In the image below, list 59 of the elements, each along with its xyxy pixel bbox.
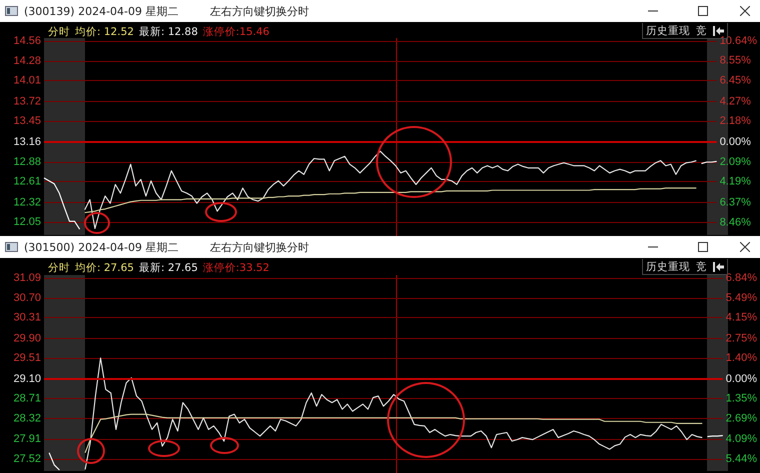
line-series <box>84 358 703 470</box>
y2-tick-label: 2.69% <box>726 412 758 424</box>
y-tick-label: 14.01 <box>13 74 41 87</box>
chart-title: (301500) 2024-04-09 星期二 <box>24 240 178 255</box>
y-tick-label: 13.16 <box>13 136 41 148</box>
y2-tick-label: 2.18% <box>720 115 752 128</box>
y2-tick-label: 10.64% <box>720 34 758 47</box>
y-tick-label: 30.70 <box>13 292 41 304</box>
y-tick-label: 14.28 <box>13 55 41 68</box>
y2-tick-label: 8.46% <box>720 216 752 228</box>
y2-tick-label: 2.75% <box>726 332 758 344</box>
y2-tick-label: 1.40% <box>726 352 758 364</box>
chart-title: (300139) 2024-04-09 星期二 <box>24 4 178 19</box>
y-tick-label: 31.09 <box>13 272 41 284</box>
chart-subtitle: 左右方向键切换分时 <box>210 240 309 255</box>
y-tick-label: 29.90 <box>13 332 41 344</box>
y-tick-label: 13.72 <box>13 96 41 108</box>
y2-tick-label: 4.19% <box>720 176 752 188</box>
y2-tick-label: 0.00% <box>720 136 752 148</box>
y-tick-label: 29.10 <box>13 372 41 385</box>
y-tick-label: 28.71 <box>13 392 41 405</box>
text: 均价: 12.52 <box>75 26 134 38</box>
y2-tick-label: 4.27% <box>720 95 752 108</box>
y2-tick-label: 4.15% <box>726 312 758 324</box>
y-tick-label: 12.61 <box>13 176 41 188</box>
y2-tick-label: 5.49% <box>726 292 758 304</box>
text: 历史重现 <box>646 24 690 38</box>
y2-tick-label: 0.00% <box>726 372 758 385</box>
text: 涨停价:33.52 <box>202 262 270 274</box>
text: 均价: 27.65 <box>75 262 134 274</box>
y-tick-label: 30.31 <box>13 312 41 324</box>
y-tick-label: 29.51 <box>13 352 41 364</box>
y2-tick-label: 4.09% <box>726 433 758 446</box>
y-tick-label: 13.45 <box>13 114 41 127</box>
y-tick-label: 12.32 <box>13 196 41 209</box>
y-tick-label: 27.91 <box>13 433 41 446</box>
chart-subtitle: 左右方向键切换分时 <box>210 4 309 19</box>
text: 竞 <box>696 260 707 274</box>
text: 最新: 12.88 <box>138 26 198 38</box>
y2-tick-label: 1.35% <box>726 392 758 405</box>
line-series <box>84 150 697 230</box>
y2-tick-label: 2.09% <box>720 156 752 168</box>
text: 分时 <box>48 262 70 274</box>
y2-tick-label: 5.44% <box>726 453 758 466</box>
text: 历史重现 <box>646 260 690 274</box>
y-tick-label: 12.88 <box>13 156 41 168</box>
y-tick-label: 27.52 <box>13 452 41 465</box>
y2-tick-label: 6.37% <box>720 196 752 208</box>
y2-tick-label: 6.45% <box>720 74 752 87</box>
y-tick-label: 28.32 <box>13 412 41 424</box>
text: 分时 <box>48 26 70 38</box>
y-tick-label: 12.05 <box>13 216 41 228</box>
text: 最新: 27.65 <box>138 262 198 274</box>
text: 涨停价:15.46 <box>202 26 270 38</box>
y-tick-label: 14.56 <box>13 34 41 47</box>
y2-tick-label: 8.55% <box>720 54 752 67</box>
line-series <box>43 177 80 230</box>
y2-tick-label: 6.84% <box>726 272 758 284</box>
text: 竞 <box>696 24 707 38</box>
